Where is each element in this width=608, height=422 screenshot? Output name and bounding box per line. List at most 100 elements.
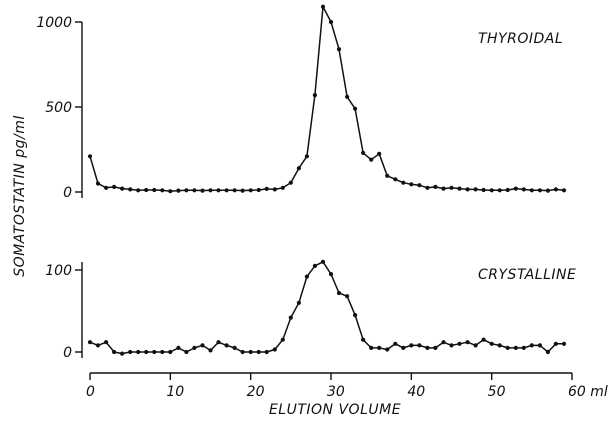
x-tick-label: 30 <box>327 384 345 400</box>
crystalline-data-point <box>401 345 406 350</box>
thyroidal-data-point <box>168 189 173 194</box>
thyroidal-data-point <box>401 180 406 185</box>
x-tick-label: 10 <box>166 384 184 400</box>
crystalline-data-point <box>425 345 430 350</box>
crystalline-data-point <box>192 345 197 350</box>
crystalline-y-tick-label: 100 <box>45 263 72 279</box>
thyroidal-data-point <box>361 150 366 155</box>
thyroidal-data-point <box>537 188 543 193</box>
crystalline-data-point <box>385 347 390 352</box>
crystalline-data-points <box>87 259 567 356</box>
thyroidal-data-point <box>248 188 253 193</box>
crystalline-data-point <box>304 274 309 279</box>
thyroidal-data-point <box>176 188 181 193</box>
thyroidal-data-point <box>433 184 438 189</box>
crystalline-data-point <box>224 343 229 348</box>
thyroidal-data-point <box>264 186 269 191</box>
crystalline-data-point <box>481 337 486 342</box>
thyroidal-data-point <box>393 177 398 182</box>
crystalline-data-point <box>409 343 414 348</box>
thyroidal-data-point <box>328 19 334 25</box>
crystalline-data-point <box>320 259 326 264</box>
y-axis-title: SOMATOSTATIN pg/ml <box>12 115 28 276</box>
thyroidal-data-point <box>457 186 462 191</box>
thyroidal-data-point <box>449 185 454 190</box>
crystalline-data-point <box>433 345 438 350</box>
crystalline-data-point <box>248 349 253 355</box>
thyroidal-data-point <box>200 188 205 193</box>
crystalline-data-point <box>513 345 518 350</box>
thyroidal-data-point <box>336 47 342 52</box>
thyroidal-data-point <box>272 187 277 192</box>
thyroidal-panel: 0 500 1000 THYROIDAL <box>36 4 567 201</box>
elution-x-axis: 0 10 20 30 40 50 60 ml ELUTION VOLUME <box>86 372 608 418</box>
crystalline-data-point <box>232 345 237 350</box>
thyroidal-panel-label: THYROIDAL <box>478 31 563 47</box>
thyroidal-data-point <box>216 188 221 193</box>
thyroidal-data-point <box>256 187 261 193</box>
thyroidal-data-point <box>232 188 237 193</box>
crystalline-data-point <box>449 343 454 348</box>
thyroidal-data-point <box>240 188 245 193</box>
thyroidal-data-point <box>417 183 422 188</box>
thyroidal-data-point <box>95 181 101 186</box>
crystalline-data-point <box>152 349 157 355</box>
thyroidal-data-point <box>545 188 551 193</box>
thyroidal-data-point <box>280 185 285 190</box>
thyroidal-data-point <box>353 106 358 111</box>
thyroidal-data-point <box>441 186 446 191</box>
crystalline-data-point <box>537 343 543 348</box>
crystalline-data-point <box>336 290 342 296</box>
crystalline-data-point <box>128 349 133 355</box>
thyroidal-data-point <box>87 154 93 159</box>
crystalline-data-point <box>288 315 293 320</box>
crystalline-data-point <box>256 349 261 355</box>
crystalline-data-point <box>417 343 422 348</box>
crystalline-data-point <box>280 337 285 342</box>
thyroidal-data-point <box>561 188 567 193</box>
thyroidal-data-point <box>465 187 470 192</box>
crystalline-data-point <box>208 348 213 353</box>
crystalline-data-point <box>545 349 551 355</box>
x-axis-title: ELUTION VOLUME <box>269 402 401 418</box>
thyroidal-data-point <box>369 157 374 162</box>
thyroidal-data-point <box>192 188 197 193</box>
crystalline-data-point <box>561 341 567 346</box>
thyroidal-data-point <box>128 187 133 192</box>
crystalline-data-point <box>505 345 510 350</box>
thyroidal-data-point <box>296 166 301 171</box>
thyroidal-data-points <box>87 4 567 194</box>
thyroidal-y-tick-label: 0 <box>63 185 72 201</box>
thyroidal-y-tick-label: 500 <box>45 100 72 116</box>
thyroidal-data-point <box>288 180 293 185</box>
crystalline-data-point <box>216 340 221 345</box>
crystalline-data-point <box>240 349 245 355</box>
crystalline-data-point <box>264 349 269 355</box>
thyroidal-data-point <box>553 187 559 192</box>
thyroidal-data-point <box>481 187 486 193</box>
crystalline-data-point <box>393 341 398 346</box>
thyroidal-data-point <box>208 188 213 193</box>
crystalline-data-point <box>200 343 205 348</box>
thyroidal-data-point <box>224 188 229 193</box>
crystalline-data-point <box>144 349 149 355</box>
crystalline-y-ticks: 0 100 <box>45 263 82 361</box>
thyroidal-data-point <box>505 187 510 193</box>
crystalline-data-point <box>529 343 534 348</box>
thyroidal-data-point <box>497 188 502 193</box>
thyroidal-data-point <box>136 188 141 193</box>
thyroidal-data-point <box>160 188 165 193</box>
thyroidal-data-point <box>144 187 149 193</box>
thyroidal-data-point <box>385 173 390 178</box>
crystalline-data-point <box>104 340 109 345</box>
thyroidal-data-point <box>152 187 157 193</box>
thyroidal-data-point <box>112 184 117 189</box>
thyroidal-data-point <box>345 94 350 99</box>
thyroidal-data-point <box>473 187 478 192</box>
crystalline-data-point <box>465 340 470 345</box>
thyroidal-data-point <box>521 187 526 192</box>
crystalline-data-point <box>361 337 366 342</box>
crystalline-data-point <box>272 347 277 352</box>
crystalline-data-point <box>353 313 358 318</box>
